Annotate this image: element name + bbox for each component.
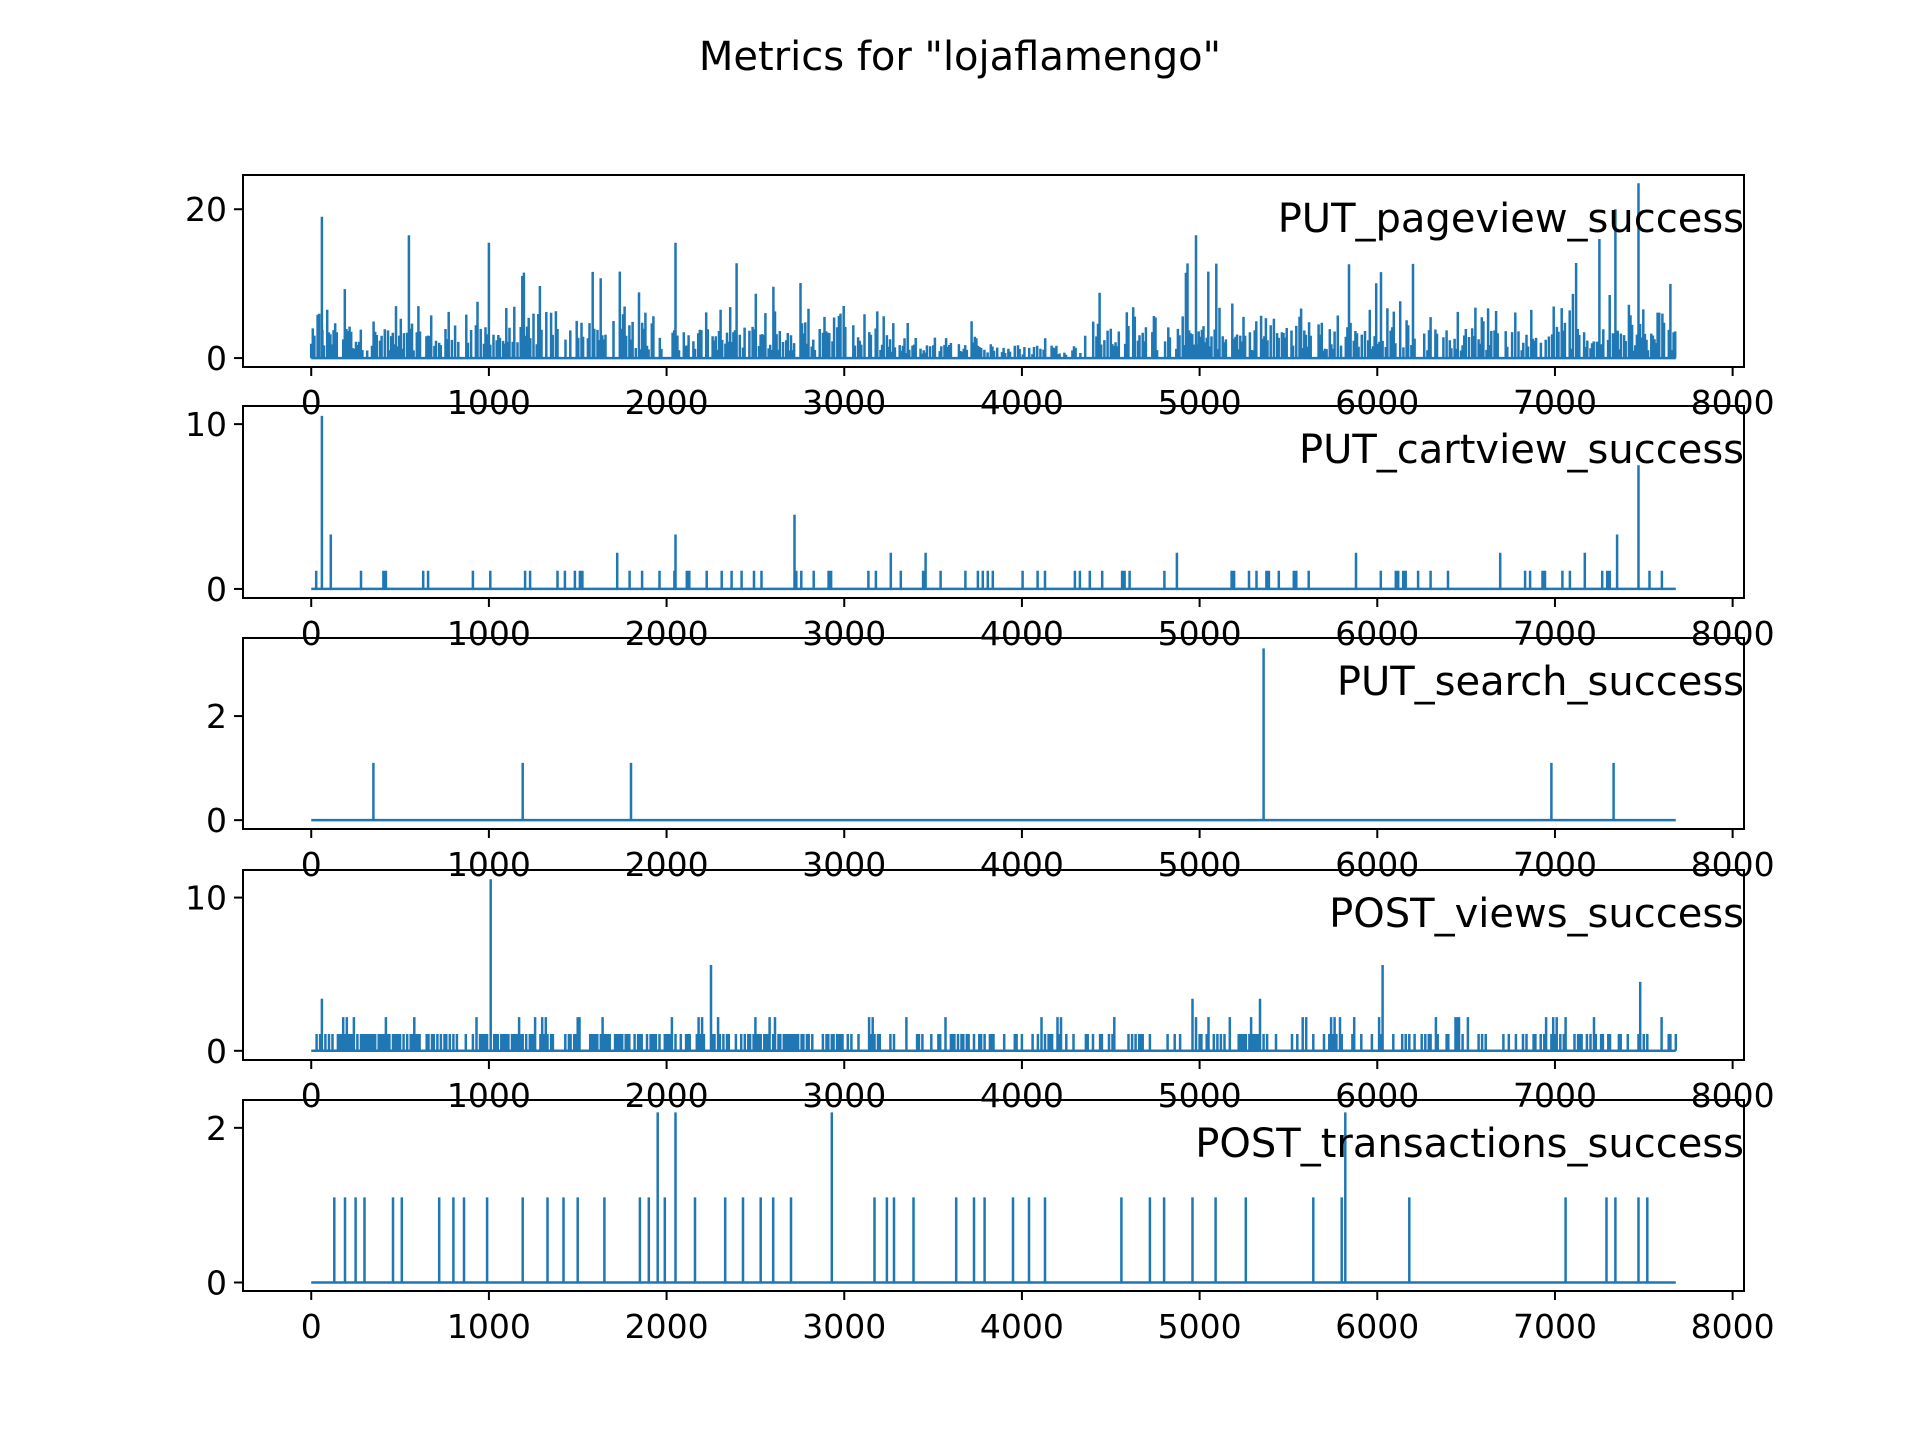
series-line [309,183,1677,359]
y-tick-label: 10 [185,405,227,444]
axes-frame [242,174,1745,368]
x-tick-label: 6000 [1335,1307,1419,1346]
figure-title: Metrics for "lojaflamengo" [699,34,1221,80]
x-tick-label: 3000 [802,1076,886,1115]
x-tick-label: 4000 [980,614,1064,653]
x-tick-label: 5000 [1158,1307,1242,1346]
x-tick-label: 7000 [1513,1076,1597,1115]
x-tick-label: 6000 [1335,845,1419,884]
x-tick-label: 2000 [625,383,709,422]
x-tick-label: 6000 [1335,383,1419,422]
series-line [314,415,1664,589]
y-tick-label: 2 [206,1109,227,1148]
series-line [333,1112,1649,1283]
x-tick-label: 6000 [1335,1076,1419,1115]
x-tick-label: 0 [301,845,322,884]
series-line [315,879,1678,1051]
x-tick-label: 4000 [980,1307,1064,1346]
subplot-1: 0 20 0 1000 2000 3000 4000 5000 6000 7000 8000 PUT_… [185,174,1775,422]
x-tick-label: 8000 [1691,614,1775,653]
y-tick-label: 2 [206,697,227,736]
x-tick-label: 3000 [802,845,886,884]
x-tick-label: 5000 [1158,845,1242,884]
x-tick-label: 7000 [1513,845,1597,884]
x-tick-label: 7000 [1513,383,1597,422]
x-tick-label: 5000 [1158,614,1242,653]
x-tick-label: 3000 [802,383,886,422]
series-title: PUT_pageview_success [1278,196,1744,242]
x-tick-label: 4000 [980,1076,1064,1115]
series-title: POST_views_success [1329,891,1744,937]
series-title: PUT_cartview_success [1299,427,1744,473]
axes-frame [242,1099,1745,1292]
x-tick-label: 8000 [1691,1307,1775,1346]
axes-frame [242,405,1745,599]
x-tick-label: 0 [301,1076,322,1115]
x-tick-label: 0 [301,383,322,422]
y-tick-label: 0 [206,570,227,609]
x-tick-label: 1000 [447,1076,531,1115]
y-tick-label: 0 [206,801,227,840]
y-tick-label: 0 [206,339,227,378]
series-line [372,648,1615,821]
y-tick-label: 0 [206,1032,227,1071]
x-tick-label: 4000 [980,845,1064,884]
x-tick-label: 8000 [1691,1076,1775,1115]
subplot-4: 0 10 0 1000 2000 3000 4000 5000 6000 7000 8000 POST… [185,869,1775,1115]
subplot-5: 0 2 0 1000 2000 3000 4000 5000 6000 7000 8000 POST_… [206,1099,1775,1346]
x-tick-label: 1000 [447,614,531,653]
x-tick-label: 8000 [1691,383,1775,422]
x-tick-label: 0 [301,614,322,653]
y-tick-label: 0 [206,1263,227,1302]
x-tick-label: 3000 [802,1307,886,1346]
x-tick-label: 1000 [447,383,531,422]
y-tick-label: 20 [185,190,227,229]
x-tick-label: 2000 [625,1307,709,1346]
axes-frame [242,869,1745,1061]
x-tick-label: 2000 [625,1076,709,1115]
x-tick-label: 5000 [1158,383,1242,422]
x-tick-label: 1000 [447,845,531,884]
series-title: PUT_search_success [1337,659,1744,705]
x-tick-label: 4000 [980,383,1064,422]
x-tick-label: 7000 [1513,1307,1597,1346]
x-tick-label: 5000 [1158,1076,1242,1115]
x-tick-label: 1000 [447,1307,531,1346]
x-tick-label: 2000 [625,614,709,653]
series-title: POST_transactions_success [1195,1121,1744,1167]
y-tick-label: 10 [185,879,227,918]
x-tick-label: 2000 [625,845,709,884]
subplot-3: 0 2 0 1000 2000 3000 4000 5000 6000 7000 8000 PUT_s… [206,637,1775,884]
x-tick-label: 7000 [1513,614,1597,653]
x-tick-label: 0 [301,1307,322,1346]
x-tick-label: 6000 [1335,614,1419,653]
axes-frame [242,637,1745,830]
subplot-2: 0 10 0 1000 2000 3000 4000 5000 6000 7000 8000 PUT_… [185,405,1775,653]
x-tick-label: 8000 [1691,845,1775,884]
x-tick-label: 3000 [802,614,886,653]
